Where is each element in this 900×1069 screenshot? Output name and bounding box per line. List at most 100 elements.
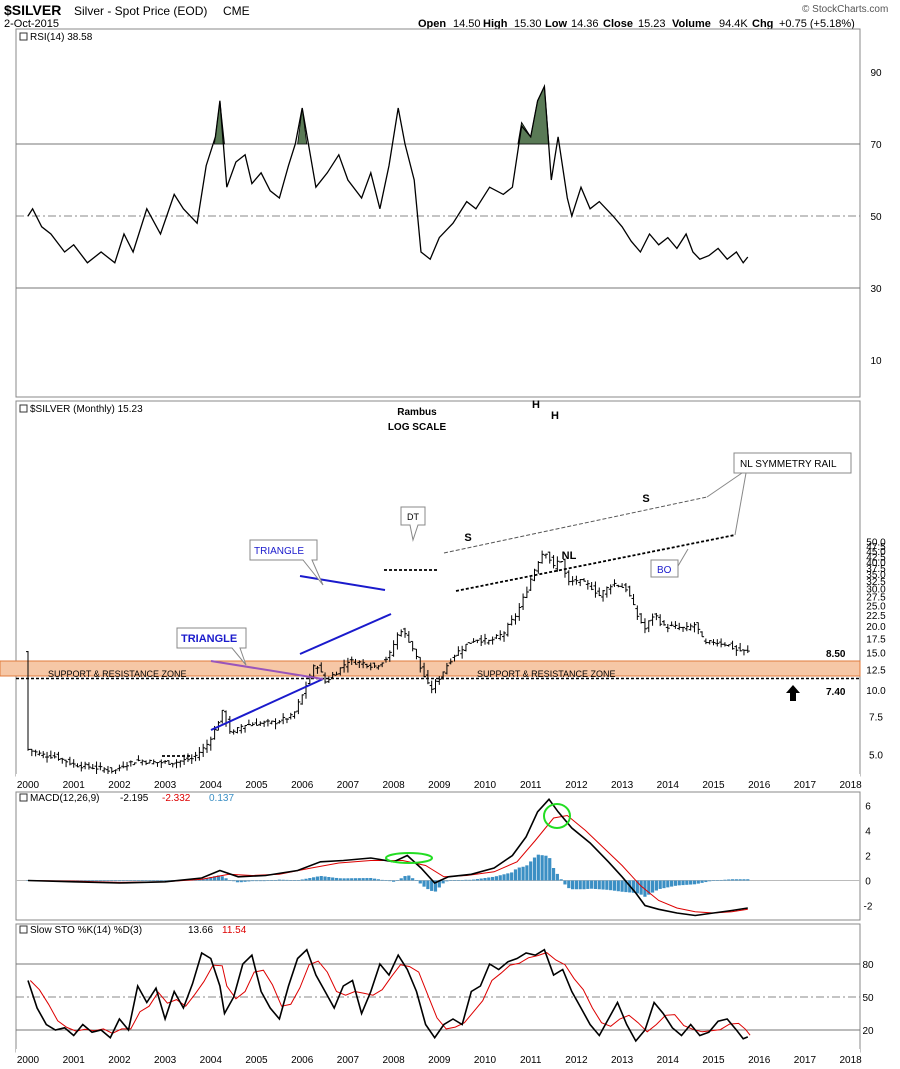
price-bar: [650, 613, 655, 626]
price-bar: [189, 754, 194, 764]
macd-histogram-bar: [689, 880, 693, 885]
x-tick-label: 2007: [337, 1055, 360, 1066]
macd-histogram-bar: [285, 879, 289, 881]
close-label: Close: [603, 18, 633, 30]
price-bar: [658, 614, 663, 627]
price-bar: [26, 650, 30, 751]
price-bar: [254, 718, 259, 726]
price-bar: [559, 561, 564, 563]
x-tick-label: 2010: [474, 780, 497, 791]
macd-histogram-bar: [319, 876, 323, 881]
price-tick-label: 42.5: [866, 552, 886, 563]
macd-histogram-bar: [243, 880, 247, 882]
triangle2-callout: TRIANGLE: [249, 539, 324, 586]
macd-histogram-bar: [125, 880, 129, 882]
price-bar: [288, 712, 293, 720]
triangle2-lower-line: [299, 613, 392, 655]
x-tick-label: 2005: [245, 1055, 268, 1066]
macd-histogram-bar: [746, 879, 750, 881]
macd-legend-name: MACD(12,26,9): [30, 793, 99, 804]
x-tick-label: 2013: [611, 1055, 634, 1066]
triangle2-label: TRIANGLE: [254, 546, 304, 557]
macd-histogram-bar: [273, 880, 278, 881]
macd-histogram-bar: [338, 878, 342, 881]
macd-histogram-bar: [586, 880, 590, 889]
price-bar: [86, 762, 91, 770]
macd-histogram-bar: [578, 880, 582, 890]
price-bar: [300, 694, 305, 705]
macd-histogram-bar: [677, 880, 681, 886]
x-tick-label: 2012: [565, 1055, 588, 1066]
macd-histogram-bar: [502, 874, 506, 881]
price-bar: [83, 761, 88, 770]
price-bar: [147, 759, 152, 764]
macd-histogram-bar: [590, 880, 594, 889]
rsi-tick-label: 10: [870, 356, 882, 367]
macd-histogram-bar: [113, 880, 118, 882]
sto-tick-label: 80: [862, 960, 874, 971]
price-bar: [429, 680, 434, 694]
price-panel: 50.047.545.042.540.037.535.032.530.027.5…: [0, 399, 886, 777]
price-bar: [353, 658, 358, 665]
macd-histogram-bar: [350, 878, 354, 881]
macd-histogram-bar: [357, 878, 361, 881]
chg-value: +0.75 (+5.18%): [779, 18, 855, 30]
price-bar: [597, 587, 602, 597]
price-tick-label: 7.5: [869, 713, 883, 724]
price-bar: [357, 660, 362, 668]
price-bar: [109, 767, 114, 774]
macd-histogram-bar: [98, 880, 102, 882]
x-tick-label: 2015: [702, 1055, 725, 1066]
price-bar: [201, 743, 206, 757]
low-label: Low: [545, 18, 567, 30]
macd-histogram-bar: [609, 880, 613, 891]
price-bar: [612, 579, 617, 587]
x-tick-label: 2016: [748, 1055, 771, 1066]
triangle1-lower-line: [210, 678, 324, 731]
price-bar: [376, 665, 381, 670]
macd-histogram-bar: [567, 880, 571, 889]
macd-legend-hist: 0.137: [209, 793, 234, 804]
author-label: Rambus: [397, 407, 437, 418]
price-bar: [128, 760, 133, 767]
macd-histogram-bar: [205, 878, 209, 881]
volume-value: 94.4K: [719, 18, 748, 30]
macd-histogram-bar: [494, 876, 499, 881]
price-bar: [467, 642, 472, 644]
price-bar: [399, 629, 404, 637]
macd-histogram-bar: [635, 880, 639, 894]
price-bar: [471, 638, 476, 643]
price-bar: [703, 638, 708, 645]
price-bar: [41, 751, 46, 759]
price-bar: [475, 639, 480, 644]
macd-histogram-bar: [281, 879, 285, 881]
price-bar: [574, 575, 579, 585]
macd-histogram-bar: [296, 880, 300, 881]
price-bar: [410, 640, 415, 652]
macd-tick-label: -2: [864, 902, 873, 913]
macd-legend-value: -2.195: [120, 793, 149, 804]
price-bar: [98, 762, 103, 771]
price-bar: [246, 719, 251, 726]
x-tick-label: 2009: [428, 780, 451, 791]
macd-histogram-bar: [136, 880, 141, 881]
price-bar: [479, 635, 484, 647]
macd-histogram-bar: [144, 880, 148, 881]
rsi-line: [27, 83, 749, 264]
macd-histogram-bar: [711, 880, 716, 881]
price-tick-label: 25.0: [866, 601, 886, 612]
macd-histogram-bar: [487, 877, 491, 881]
x-tick-label: 2018: [839, 1055, 862, 1066]
price-bar: [380, 662, 385, 668]
macd-histogram-bar: [479, 878, 483, 881]
macd-histogram-bar: [738, 879, 742, 881]
price-bar: [174, 759, 179, 769]
x-tick-label: 2006: [291, 1055, 314, 1066]
price-bar: [486, 639, 491, 645]
macd-histogram-bar: [715, 880, 719, 881]
x-tick-label: 2004: [200, 1055, 223, 1066]
price-bar: [90, 764, 95, 770]
x-tick-label: 2015: [702, 780, 725, 791]
price-bar: [323, 672, 328, 684]
price-bar: [669, 621, 674, 627]
